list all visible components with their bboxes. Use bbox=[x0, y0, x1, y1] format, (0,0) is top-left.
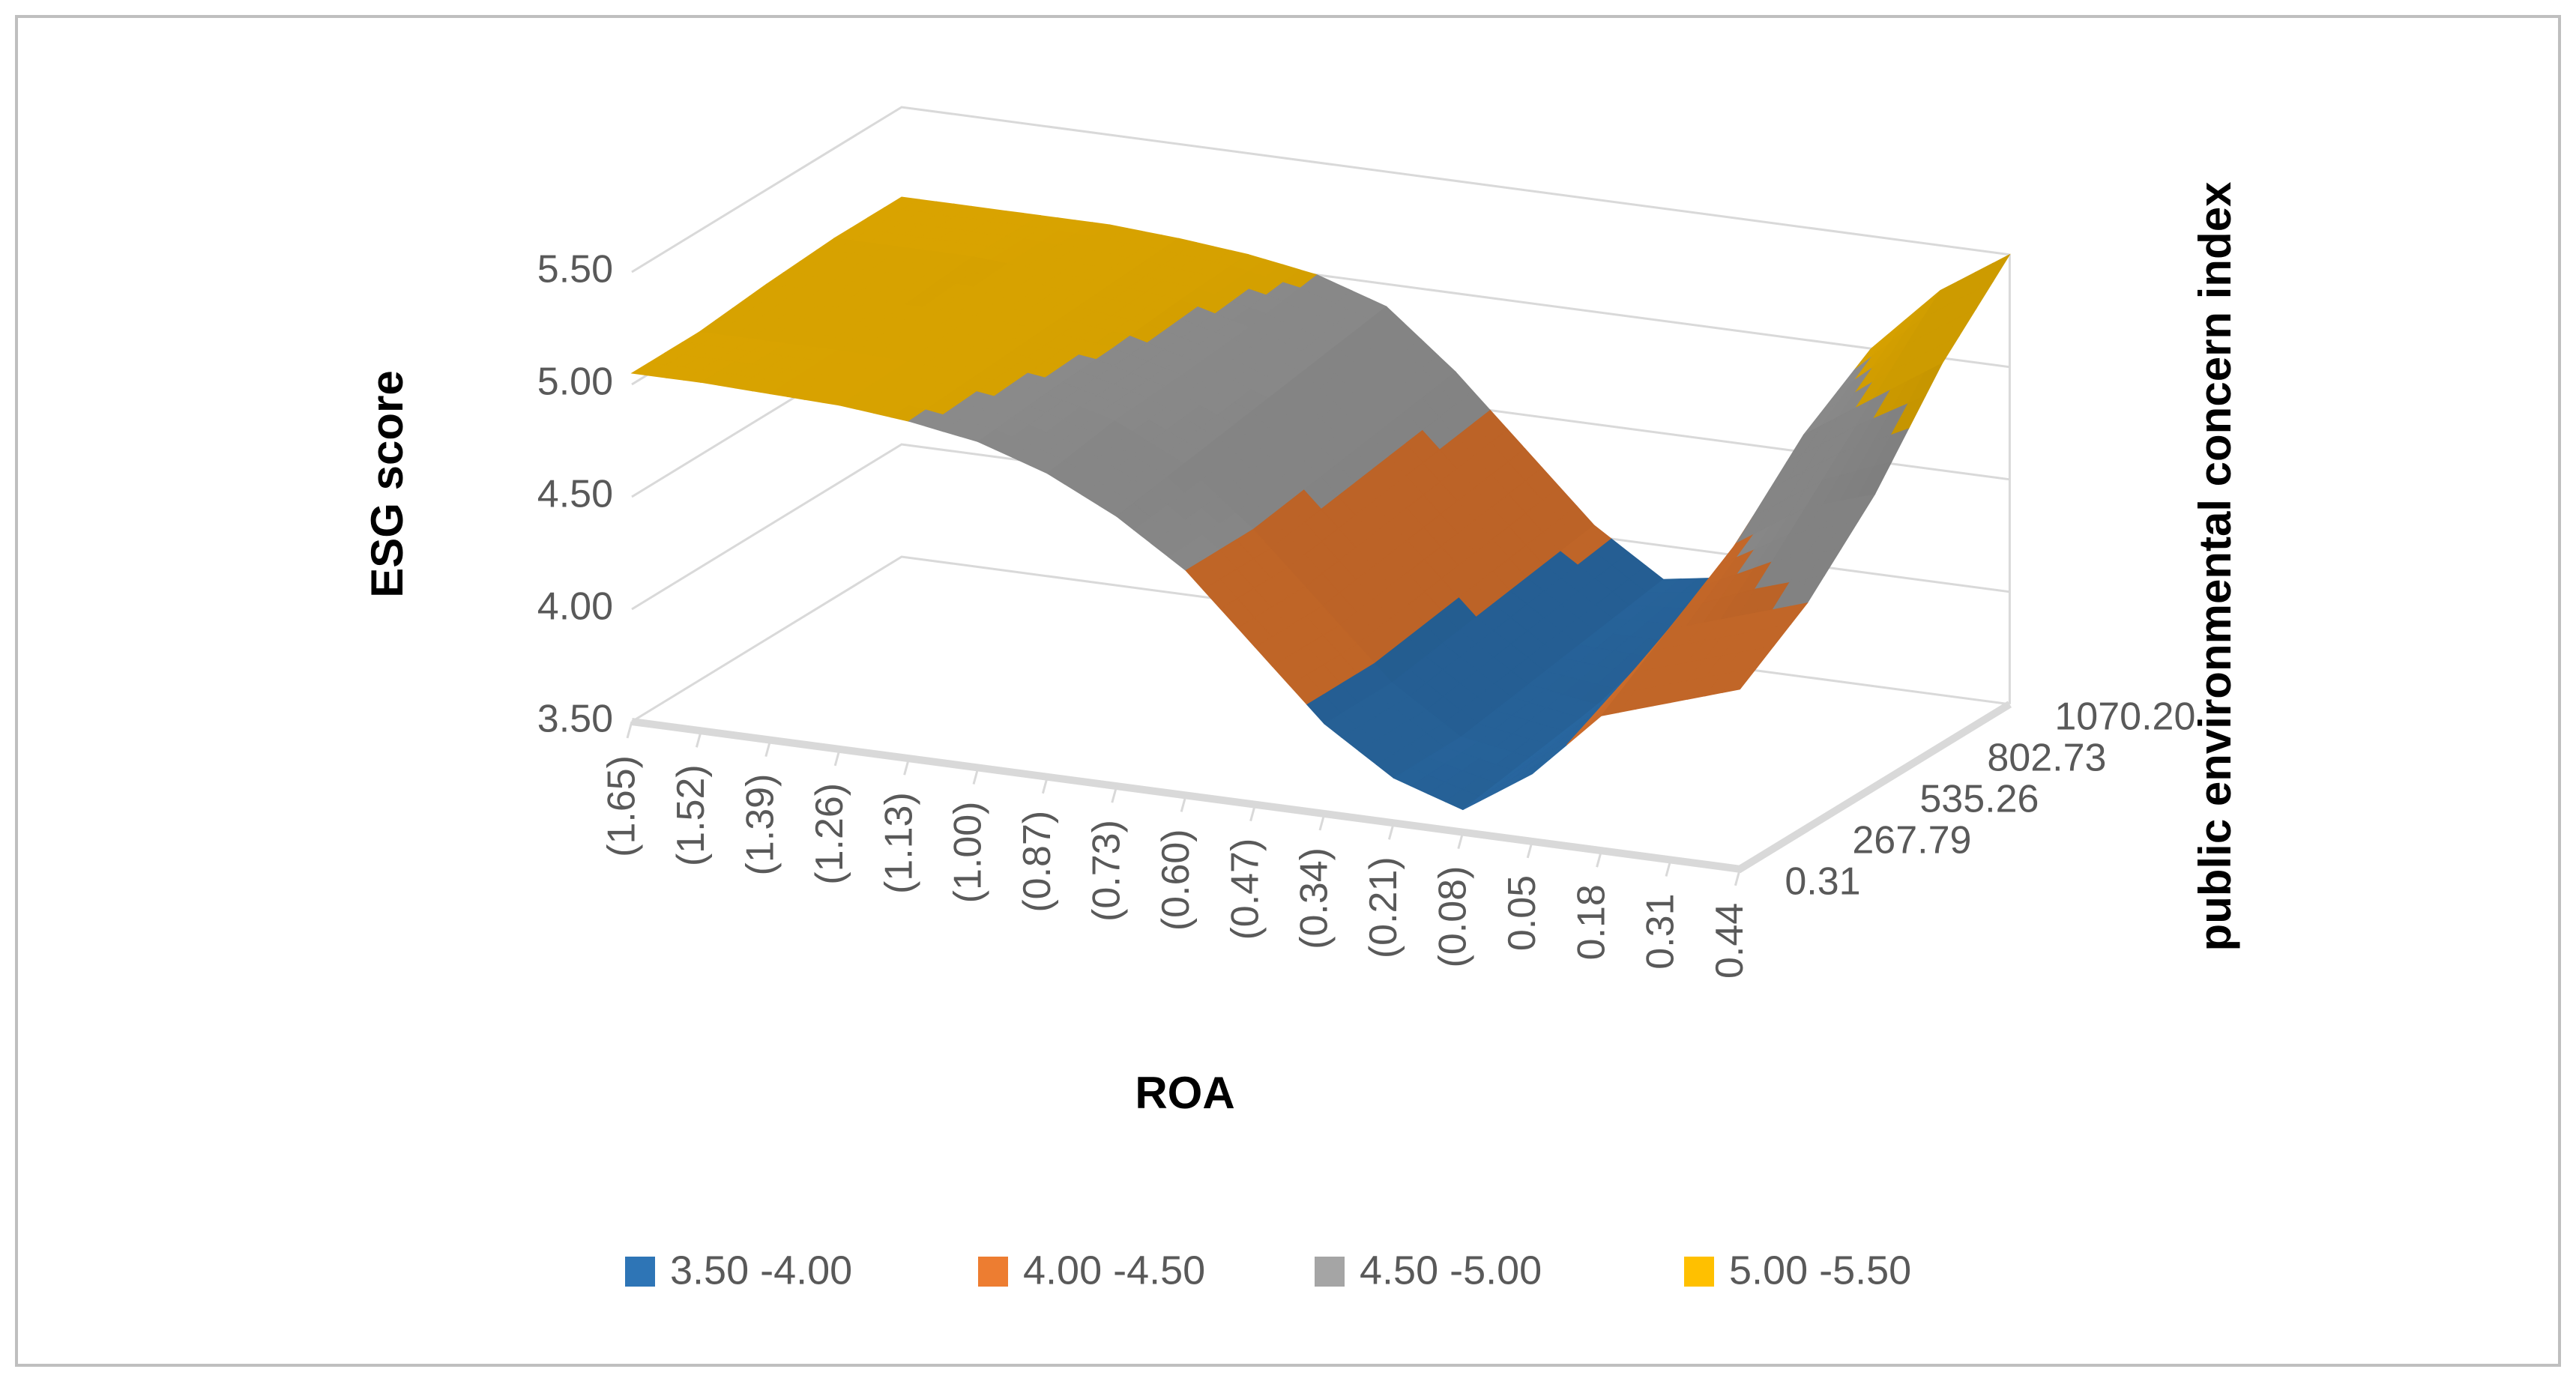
depth-tick-label: 0.31 bbox=[1785, 860, 1860, 904]
depth-tick-label: 535.26 bbox=[1919, 778, 2039, 821]
z-tick-label: 5.50 bbox=[537, 248, 613, 291]
x-tick-label: (1.13) bbox=[877, 792, 920, 894]
legend-swatch bbox=[1684, 1257, 1714, 1287]
x-tick-mark bbox=[1596, 850, 1603, 868]
x-tick-mark bbox=[626, 721, 633, 739]
x-tick-label: (0.87) bbox=[1016, 811, 1059, 913]
depth-axis-title: public environmental concern index bbox=[2190, 182, 2240, 952]
legend-swatch bbox=[625, 1257, 655, 1287]
legend-swatch bbox=[1315, 1257, 1345, 1287]
x-tick-label: (1.26) bbox=[808, 783, 851, 885]
depth-tick-label: 1070.20 bbox=[2054, 695, 2195, 739]
x-tick-mark bbox=[1318, 813, 1326, 831]
x-tick-label: (1.00) bbox=[947, 802, 990, 904]
chart-border bbox=[15, 15, 2561, 1367]
x-tick-label: 0.05 bbox=[1500, 875, 1544, 951]
z-tick-label: 3.50 bbox=[537, 698, 613, 741]
x-tick-label: (1.52) bbox=[669, 764, 713, 866]
x-tick-label: (0.08) bbox=[1432, 866, 1475, 968]
x-tick-mark bbox=[695, 730, 702, 748]
x-tick-label: (0.47) bbox=[1223, 838, 1267, 940]
depth-tick-label: 802.73 bbox=[1987, 737, 2106, 780]
x-tick-label: (1.39) bbox=[739, 774, 782, 876]
x-tick-mark bbox=[1457, 832, 1465, 849]
x-tick-mark bbox=[833, 749, 841, 767]
surface bbox=[630, 196, 2011, 811]
x-tick-mark bbox=[1249, 804, 1257, 822]
x-tick-mark bbox=[1387, 822, 1395, 840]
grid-line bbox=[631, 106, 2010, 274]
legend-label: 4.50 -5.00 bbox=[1360, 1248, 1542, 1293]
x-tick-label: (1.65) bbox=[600, 755, 644, 857]
x-tick-mark bbox=[1665, 859, 1672, 877]
x-tick-label: 0.18 bbox=[1569, 884, 1613, 960]
x-tick-label: (0.73) bbox=[1085, 820, 1129, 922]
x-tick-mark bbox=[764, 740, 772, 757]
legend-swatch bbox=[978, 1257, 1008, 1287]
labels: 3.50 4.00 4.50 5.00 5.50 (1.65) (1.52) (1.39) (1… bbox=[537, 248, 2196, 979]
x-tick-label: (0.34) bbox=[1293, 847, 1336, 949]
z-tick-label: 4.50 bbox=[537, 473, 613, 516]
x-tick-mark bbox=[1734, 868, 1741, 886]
x-tick-mark bbox=[903, 758, 911, 776]
x-tick-label: 0.31 bbox=[1639, 894, 1683, 970]
x-tick-mark bbox=[1111, 785, 1118, 803]
depth-tick-label: 267.79 bbox=[1852, 819, 1971, 862]
legend: 3.50 -4.00 4.00 -4.50 4.50 -5.00 5.00 -5.50 bbox=[625, 1248, 1911, 1293]
x-tick-label: 0.44 bbox=[1708, 903, 1752, 979]
legend-label: 4.00 -4.50 bbox=[1023, 1248, 1205, 1293]
z-tick-label: 5.00 bbox=[537, 360, 613, 404]
surface-patch bbox=[1722, 667, 1758, 693]
z-tick-label: 4.00 bbox=[537, 585, 613, 629]
legend-label: 5.00 -5.50 bbox=[1729, 1248, 1911, 1293]
grid-line bbox=[631, 443, 2010, 611]
x-tick-mark bbox=[1041, 776, 1049, 794]
x-tick-mark bbox=[1180, 795, 1187, 812]
z-axis-title: ESG score bbox=[362, 370, 412, 598]
x-tick-label: (0.60) bbox=[1154, 829, 1198, 931]
legend-label: 3.50 -4.00 bbox=[670, 1248, 852, 1293]
x-axis-title: ROA bbox=[1135, 1068, 1234, 1118]
x-tick-mark bbox=[1526, 841, 1533, 859]
x-tick-label: (0.21) bbox=[1362, 856, 1405, 958]
x-tick-mark bbox=[972, 767, 980, 785]
